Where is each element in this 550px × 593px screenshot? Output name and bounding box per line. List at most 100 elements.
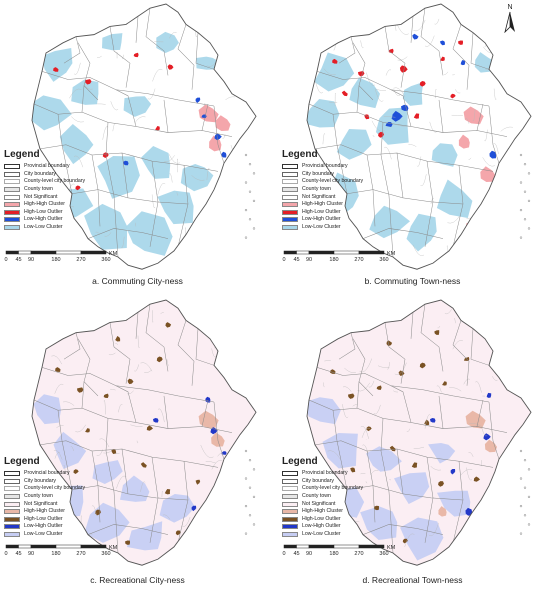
county-boundary <box>452 340 463 350</box>
legend-swatch <box>282 532 298 538</box>
county-boundary <box>491 66 504 69</box>
low-low-cluster <box>159 494 196 523</box>
legend-item: County-level city boundary <box>282 485 363 493</box>
island <box>523 163 527 166</box>
county-boundary <box>342 314 354 316</box>
caption-b: b. Commuting Town-ness <box>364 276 461 286</box>
map-b <box>306 3 532 270</box>
county-boundary <box>384 146 392 160</box>
city-boundary <box>135 312 139 339</box>
county-boundary <box>498 201 508 214</box>
high-low-outlier <box>195 479 201 485</box>
city-boundary <box>91 154 101 227</box>
island <box>519 236 523 239</box>
county-boundary <box>199 241 210 251</box>
county-boundary <box>387 362 390 370</box>
county-boundary <box>315 80 324 94</box>
island <box>244 181 248 184</box>
low-high-outlier <box>465 507 473 516</box>
island <box>519 153 523 157</box>
legend-item: Provincial boundary <box>282 470 363 478</box>
high-high-cluster <box>458 134 470 149</box>
low-low-cluster <box>314 52 355 92</box>
high-low-outlier <box>419 80 426 87</box>
city-boundary <box>452 461 464 543</box>
legend-item: Low-Low Cluster <box>282 531 363 539</box>
county-boundary <box>191 175 205 181</box>
high-low-outlier <box>440 56 445 62</box>
low-low-cluster <box>156 31 179 53</box>
provincial-boundary <box>306 299 532 566</box>
county-boundary <box>152 69 163 82</box>
county-boundary <box>121 236 125 249</box>
county-boundary <box>154 41 164 43</box>
island <box>523 514 527 517</box>
scale-tick-label: 90 <box>306 257 312 263</box>
legend-item: Not Significant <box>4 500 85 508</box>
legend-label: County-level city boundary <box>302 485 364 492</box>
county-boundary <box>164 155 175 162</box>
city-boundary <box>177 24 195 90</box>
county-boundary <box>161 490 163 498</box>
legend-swatch <box>282 486 298 492</box>
city-boundary <box>352 42 374 101</box>
island <box>527 495 531 499</box>
city-boundary <box>380 418 394 554</box>
city-boundary <box>115 385 137 423</box>
city-boundary <box>177 320 195 386</box>
scale-tick-label: 0 <box>282 551 285 557</box>
scale-tick-label: 270 <box>354 551 363 557</box>
county-boundary <box>226 500 234 511</box>
legend-swatch <box>4 225 20 231</box>
city-boundary <box>109 322 131 384</box>
legend-swatch <box>4 486 20 492</box>
low-high-outlier <box>450 469 456 475</box>
county-boundary <box>176 192 179 196</box>
county-boundary <box>469 423 483 428</box>
map-panel-d: Legend Provincial boundary City boundary Co… <box>275 296 550 592</box>
map-a <box>31 3 257 270</box>
low-high-outlier <box>486 392 492 398</box>
caption-d: d. Recreational Town-ness <box>362 575 463 585</box>
island <box>252 468 256 471</box>
high-low-outlier <box>155 126 160 131</box>
map-panel-c: Legend Provincial boundary City boundary Co… <box>0 296 275 592</box>
county-boundary <box>53 450 63 460</box>
county-boundary <box>413 19 426 32</box>
legend-label: High-High Cluster <box>302 508 343 515</box>
island <box>252 227 256 230</box>
island <box>244 236 248 239</box>
city-boundary <box>91 450 101 523</box>
scale-tick-label: 0 <box>4 551 7 557</box>
high-low-outlier <box>332 58 338 64</box>
county-boundary <box>96 449 104 456</box>
county-boundary <box>463 378 470 385</box>
high-low-outlier <box>103 393 109 399</box>
legend-swatch <box>282 471 298 477</box>
county-boundary <box>136 440 139 444</box>
legend-swatch <box>282 179 298 185</box>
county-boundary <box>69 88 82 99</box>
county-boundary <box>217 452 224 457</box>
city-boundary <box>410 16 414 43</box>
low-low-cluster <box>402 81 424 106</box>
city-boundary <box>366 450 376 523</box>
county-boundary <box>342 386 352 392</box>
county-boundary <box>413 446 425 449</box>
county-boundary <box>449 387 462 392</box>
city-boundary <box>338 332 356 360</box>
city-boundary <box>410 312 414 339</box>
county-boundary <box>492 376 498 381</box>
legend-swatch <box>282 194 298 200</box>
scale-segment <box>30 544 57 549</box>
legend-item: County-level city boundary <box>4 485 85 493</box>
county-boundary <box>481 525 487 533</box>
high-low-outlier <box>386 340 393 347</box>
island <box>519 532 523 535</box>
county-boundary <box>496 358 508 360</box>
legend-item: Provincial boundary <box>282 163 363 171</box>
county-boundary <box>373 404 381 415</box>
high-low-outlier <box>77 387 84 393</box>
county-boundary <box>106 23 109 28</box>
low-high-outlier <box>123 160 129 166</box>
